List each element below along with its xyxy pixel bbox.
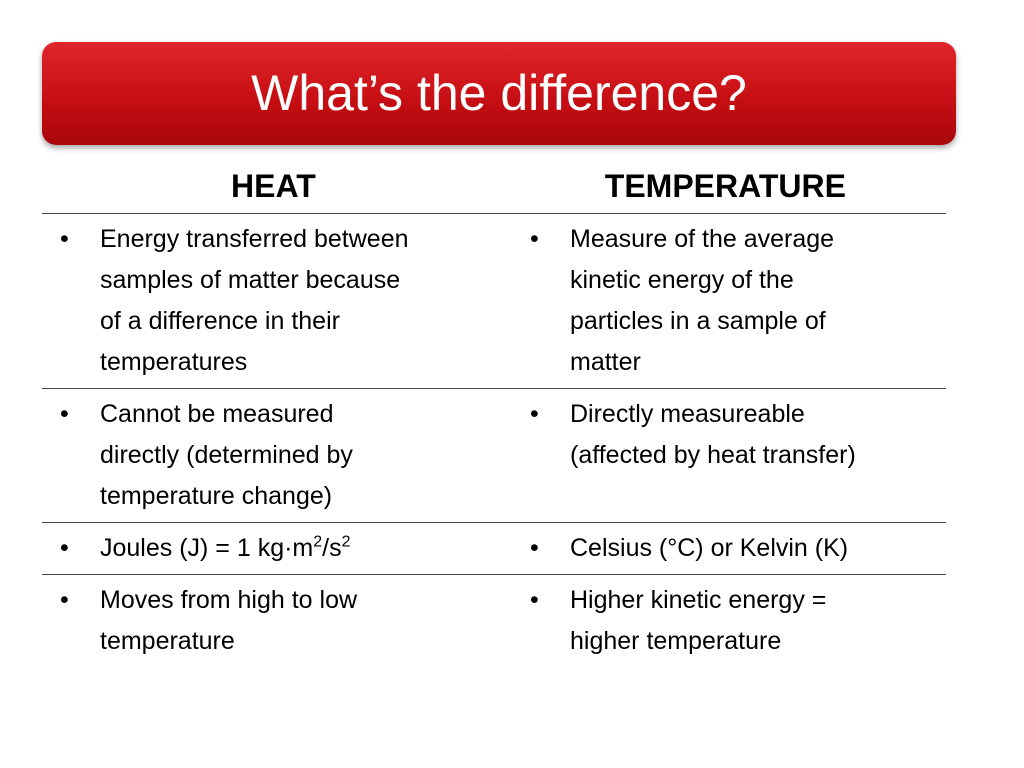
cell-line: (affected by heat transfer) [570,441,856,469]
table-row: • Joules (J) = 1 kg·m2/s2 • Celsius (°C) or… [42,523,946,575]
text-run: /s [322,534,342,562]
cell-line: matter [570,348,641,376]
title-bar: What’s the difference? [42,42,956,145]
cell-line: of a difference in their [100,307,340,335]
cell-line: Cannot be measured [100,400,334,428]
table-row: • Moves from high to low temperature • Highe… [42,575,946,667]
table-cell: • Moves from high to low temperature [42,580,512,662]
table-cell: • Directly measureable (affected by heat t… [512,394,946,517]
title: What’s the difference? [251,65,747,121]
bullet: • [530,400,539,428]
superscript: 2 [313,533,323,551]
comparison-table: HEAT TEMPERATURE • Energy transferred bet… [42,160,946,667]
cell-line: particles in a sample of [570,307,826,335]
cell-line: higher temperature [570,627,782,655]
bullet: • [60,225,69,253]
table-cell: • Higher kinetic energy = higher temperatu… [512,580,946,662]
table-cell: • Celsius (°C) or Kelvin (K) [512,528,946,569]
cell-line: Energy transferred between [100,225,409,253]
cell-line: Joules (J) = 1 kg·m2/s2 [100,528,512,569]
bullet: • [60,534,69,562]
header-row: HEAT TEMPERATURE [42,160,946,214]
table-cell: • Cannot be measured directly (determined … [42,394,512,517]
table-cell: • Joules (J) = 1 kg·m2/s2 [42,528,512,569]
cell-line: temperature change) [100,482,333,510]
superscript: 2 [341,533,351,551]
table-cell: • Measure of the average kinetic energy of… [512,219,946,383]
cell-line: temperatures [100,348,248,376]
bullet: • [530,534,539,562]
cell-line: Measure of the average [570,225,835,253]
cell-line: Celsius (°C) or Kelvin (K) [570,534,849,562]
cell-line: Directly measureable [570,400,805,428]
cell-line: directly (determined by [100,441,353,469]
bullet: • [60,400,69,428]
header: TEMPERATURE [604,168,846,204]
table-row: • Cannot be measured directly (determined … [42,389,946,523]
bullet: • [60,586,69,614]
bullet: • [530,586,539,614]
cell-line: Higher kinetic energy = [570,586,827,614]
text-run: Joules (J) = 1 kg·m [100,534,314,562]
table-row: • Energy transferred between samples of ma… [42,214,946,389]
bullet: • [530,225,539,253]
table-cell: • Energy transferred between samples of ma… [42,219,512,383]
cell-line: kinetic energy of the [570,266,794,294]
header: HEAT [231,168,316,204]
cell-line: Moves from high to low [100,586,358,614]
cell-line: samples of matter because [100,266,401,294]
cell-line: temperature [100,627,235,655]
